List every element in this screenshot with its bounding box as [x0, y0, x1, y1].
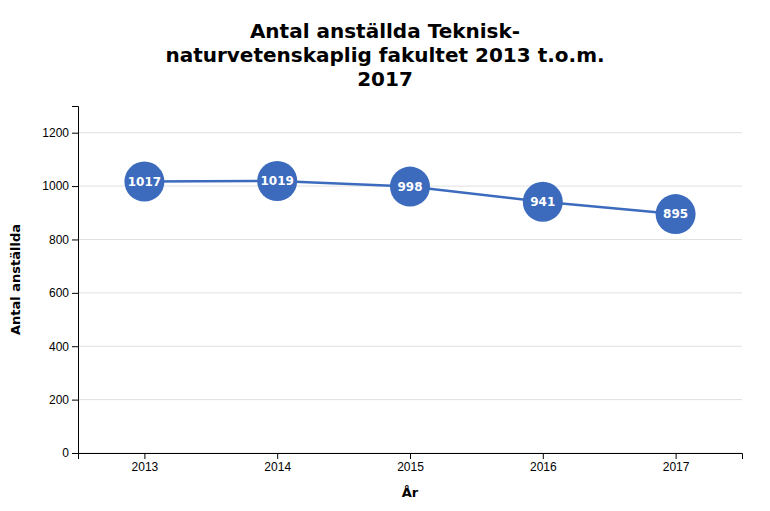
- tick-mark: [410, 453, 411, 459]
- y-axis: 0 200 400 600 800 1000 1200: [42, 107, 78, 461]
- data-label: 1019: [260, 174, 293, 188]
- tick-mark: [72, 186, 78, 187]
- x-axis-label: År: [402, 485, 419, 500]
- point: [390, 167, 430, 207]
- tick-mark: [72, 133, 78, 134]
- grid-line: [78, 132, 742, 133]
- tick: 200: [49, 393, 78, 407]
- y-axis-label: Antal anställda: [8, 224, 23, 335]
- axis-line: [79, 454, 743, 460]
- tick-label: 2016: [530, 460, 557, 474]
- tick-label: 600: [49, 286, 69, 300]
- tick: 0: [62, 446, 78, 460]
- point: [523, 182, 563, 222]
- tick-label: 200: [49, 393, 69, 407]
- tick-mark: [72, 346, 78, 347]
- tick-label: 2013: [132, 460, 159, 474]
- axis-line: [72, 107, 79, 454]
- tick-mark: [72, 239, 78, 240]
- tick-label: 2014: [264, 460, 291, 474]
- data-label: 941: [530, 195, 555, 209]
- x-axis: 2013 2014 2015 2016 2017: [79, 453, 743, 474]
- tick-label: 1200: [42, 126, 69, 140]
- tick: 1000: [42, 179, 78, 193]
- tick-label: 0: [62, 446, 69, 460]
- data-labels: 1017 1019 998 941 895: [128, 174, 688, 221]
- data-label: 895: [663, 207, 688, 221]
- chart: 2013 2014 2015 2016 2017 0 200 400 600 800 1000 120…: [0, 0, 770, 511]
- tick-mark: [277, 453, 278, 459]
- tick-label: 400: [49, 340, 69, 354]
- tick-mark: [543, 453, 544, 459]
- tick-label: 2017: [663, 460, 690, 474]
- tick-mark: [676, 453, 677, 459]
- plot: [124, 161, 695, 234]
- tick-label: 1000: [42, 179, 69, 193]
- tick: 1200: [42, 126, 78, 140]
- data-label: 998: [397, 180, 422, 194]
- tick-label: 800: [49, 233, 69, 247]
- tick: 2014: [264, 453, 291, 474]
- tick: 2017: [663, 453, 690, 474]
- tick-label: 2015: [397, 460, 424, 474]
- grid-line: [78, 346, 742, 347]
- tick: 600: [49, 286, 78, 300]
- point: [656, 194, 696, 234]
- grid-line: [78, 292, 742, 293]
- tick-mark: [144, 453, 145, 459]
- tick: 800: [49, 233, 78, 247]
- point: [124, 162, 164, 202]
- tick: 400: [49, 340, 78, 354]
- grid: [78, 133, 742, 453]
- grid-line: [78, 239, 742, 240]
- tick: 2016: [530, 453, 557, 474]
- tick: 2015: [397, 453, 424, 474]
- tick-mark: [72, 293, 78, 294]
- tick-mark: [72, 453, 78, 454]
- grid-line: [78, 399, 742, 400]
- tick: 2013: [132, 453, 159, 474]
- title: Antal anställda Teknisk-naturvetenskapli…: [165, 19, 604, 91]
- tick-mark: [72, 400, 78, 401]
- point: [257, 161, 297, 201]
- data-label: 1017: [128, 175, 161, 189]
